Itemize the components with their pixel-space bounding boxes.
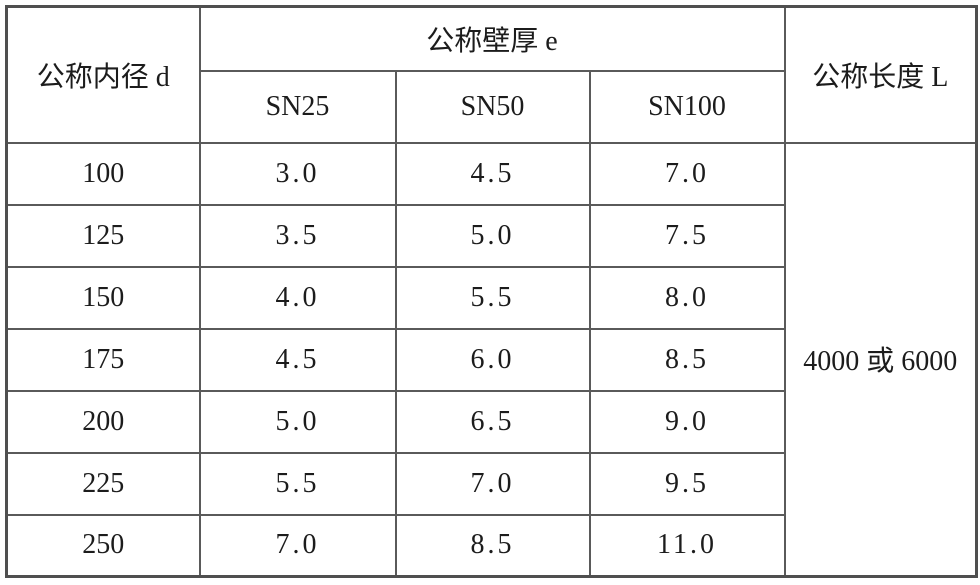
- sn25-cell: 5.5: [198, 451, 397, 516]
- diameter-cell: 250: [5, 513, 201, 578]
- sn100-cell: 8.5: [588, 327, 786, 392]
- header-sn100: SN100: [588, 69, 786, 144]
- sn25-cell: 4.5: [198, 327, 397, 392]
- sn50-cell: 5.5: [394, 265, 591, 330]
- sn50-cell: 6.5: [394, 389, 591, 454]
- sn25-cell: 3.0: [198, 141, 397, 206]
- table-row: 125 3.5 5.0 7.5: [5, 203, 977, 268]
- table-row: 250 7.0 8.5 11.0: [5, 513, 977, 578]
- pipe-dimensions-table: 公称内径 d 公称壁厚 e 公称长度 L SN25 SN50 SN100 100…: [5, 5, 979, 578]
- sn25-cell: 7.0: [198, 513, 397, 578]
- table-row: 175 4.5 6.0 8.5: [5, 327, 977, 392]
- diameter-cell: 175: [5, 327, 201, 392]
- header-sn25: SN25: [198, 69, 397, 144]
- sn50-cell: 4.5: [394, 141, 591, 206]
- diameter-cell: 100: [5, 141, 201, 206]
- sn100-cell: 8.0: [588, 265, 786, 330]
- sn100-cell: 11.0: [588, 513, 786, 578]
- table-row: 200 5.0 6.5 9.0: [5, 389, 977, 454]
- sn50-cell: 6.0: [394, 327, 591, 392]
- table-row: 150 4.0 5.5 8.0: [5, 265, 977, 330]
- diameter-cell: 150: [5, 265, 201, 330]
- diameter-cell: 200: [5, 389, 201, 454]
- length-value-cell: 4000 或 6000: [783, 141, 978, 578]
- sn25-cell: 3.5: [198, 203, 397, 268]
- sn100-cell: 7.0: [588, 141, 786, 206]
- sn100-cell: 7.5: [588, 203, 786, 268]
- diameter-cell: 225: [5, 451, 201, 516]
- header-nominal-wall-thickness: 公称壁厚 e: [198, 5, 786, 72]
- header-sn50: SN50: [394, 69, 591, 144]
- sn50-cell: 5.0: [394, 203, 591, 268]
- sn25-cell: 5.0: [198, 389, 397, 454]
- sn25-cell: 4.0: [198, 265, 397, 330]
- header-nominal-length: 公称长度 L: [783, 5, 978, 144]
- sn100-cell: 9.0: [588, 389, 786, 454]
- table-row: 225 5.5 7.0 9.5: [5, 451, 977, 516]
- header-nominal-diameter: 公称内径 d: [5, 5, 201, 144]
- sn50-cell: 8.5: [394, 513, 591, 578]
- sn50-cell: 7.0: [394, 451, 591, 516]
- sn100-cell: 9.5: [588, 451, 786, 516]
- table-row: 100 3.0 4.5 7.0 4000 或 6000: [5, 141, 978, 578]
- diameter-cell: 125: [5, 203, 201, 268]
